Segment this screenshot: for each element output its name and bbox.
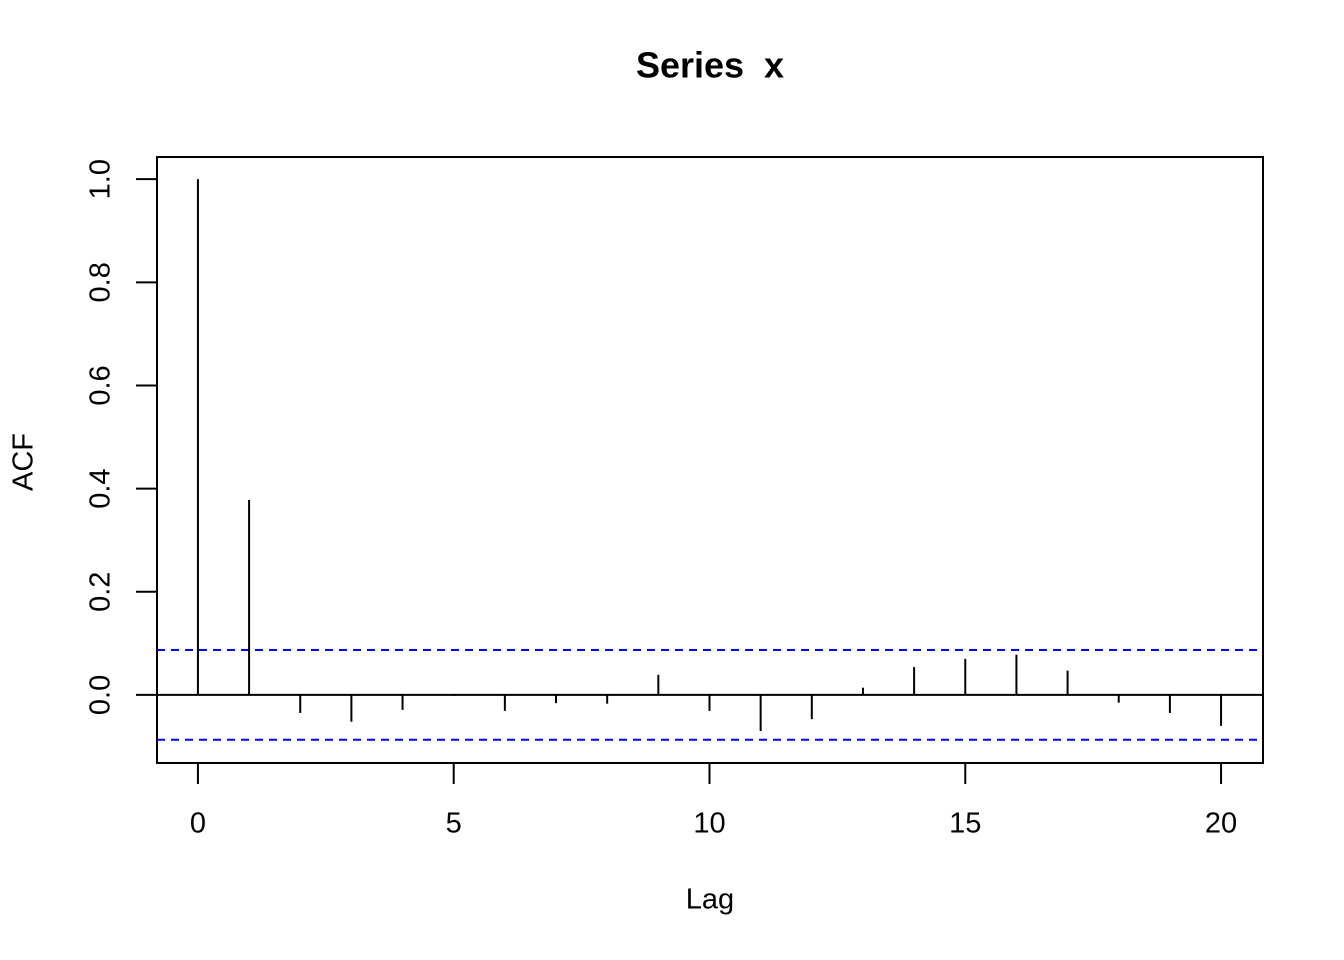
y-tick-label: 0.8 — [85, 262, 117, 302]
x-tick-label: 10 — [693, 808, 725, 840]
x-tick-label: 0 — [190, 808, 206, 840]
x-tick-label: 20 — [1205, 808, 1237, 840]
chart-title: Series x — [636, 45, 784, 86]
x-axis-label: Lag — [686, 884, 734, 916]
y-tick-label: 1.0 — [85, 159, 117, 199]
y-tick-label: 0.0 — [85, 675, 117, 715]
y-tick-label: 0.6 — [85, 365, 117, 405]
y-tick-label: 0.4 — [85, 468, 117, 508]
plot-box — [156, 156, 1264, 764]
x-tick-label: 15 — [949, 808, 981, 840]
y-tick-label: 0.2 — [85, 572, 117, 612]
y-axis-label: ACF — [8, 433, 40, 491]
x-tick-label: 5 — [446, 808, 462, 840]
